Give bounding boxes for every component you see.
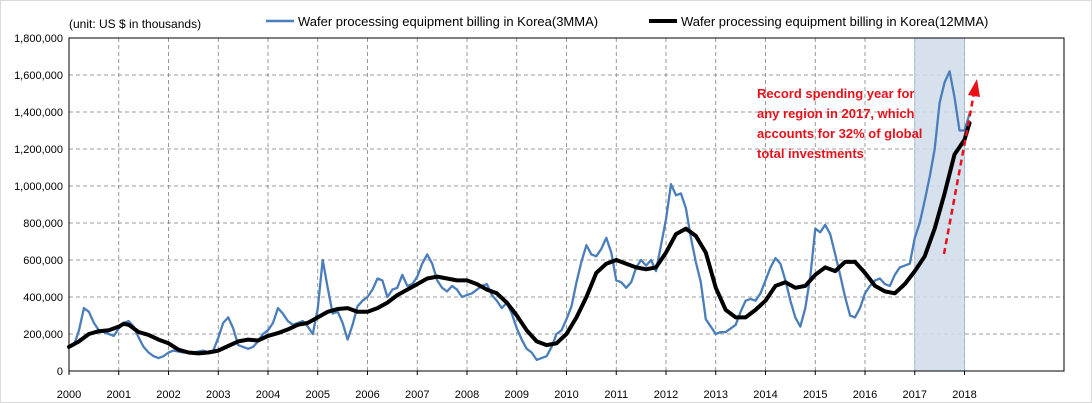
x-tick-label: 2009 [505,389,529,401]
x-tick-label: 2007 [405,389,429,401]
series-line-3mma [67,70,971,362]
y-tick-label: 1,400,000 [14,107,63,119]
y-tick-label: 600,000 [23,255,63,267]
x-tick-label: 2000 [57,389,81,401]
x-tick-label: 2002 [156,389,180,401]
legend: Wafer processing equipment billing in Ko… [266,14,988,29]
x-tick-label: 2010 [554,389,578,401]
y-tick-label: 400,000 [23,292,63,304]
x-tick-label: 2014 [753,389,777,401]
y-tick-label: 0 [57,366,63,378]
series [67,70,972,362]
x-tick-label: 2006 [355,389,379,401]
y-tick-label: 1,600,000 [14,70,63,82]
annotation-arrow-head [968,79,980,97]
x-tick-label: 2004 [256,389,280,401]
x-tick-label: 2013 [704,389,728,401]
x-tick-label: 2017 [903,389,927,401]
annotation-line-3: accounts for 32% of global [757,126,922,141]
legend-label-3mma: Wafer processing equipment billing in Ko… [298,14,598,29]
annotation: Record spending year for any region in 2… [757,79,980,255]
y-tick-label: 200,000 [23,329,63,341]
legend-label-12mma: Wafer processing equipment billing in Ko… [681,14,988,29]
y-tick-label: 1,000,000 [14,181,63,193]
x-tick-label: 2018 [952,389,976,401]
x-tick-label: 2012 [654,389,678,401]
y-axis-ticks: 0 200,000 400,000 600,000 800,000 1,000,000 1,… [14,33,63,378]
y-tick-label: 800,000 [23,218,63,230]
x-tick-label: 2005 [306,389,330,401]
y-tick-label: 1,200,000 [14,144,63,156]
x-tick-label: 2015 [803,389,827,401]
x-tick-label: 2008 [455,389,479,401]
annotation-arrow-shaft [942,92,976,255]
x-tick-label: 2011 [604,389,628,401]
annotation-line-4: total investments [757,146,864,161]
series-line-12mma [67,121,972,356]
annotation-line-1: Record spending year for [757,86,914,101]
x-axis-ticks: 2000 2001 2002 2003 2004 2005 2006 2007 2008 2009… [57,371,977,401]
annotation-line-2: any region in 2017, which [757,106,915,121]
x-tick-label: 2003 [206,389,230,401]
unit-label: (unit: US $ in thousands) [69,17,201,31]
x-tick-label: 2001 [107,389,131,401]
x-tick-label: 2016 [853,389,877,401]
y-tick-label: 1,800,000 [14,33,63,45]
